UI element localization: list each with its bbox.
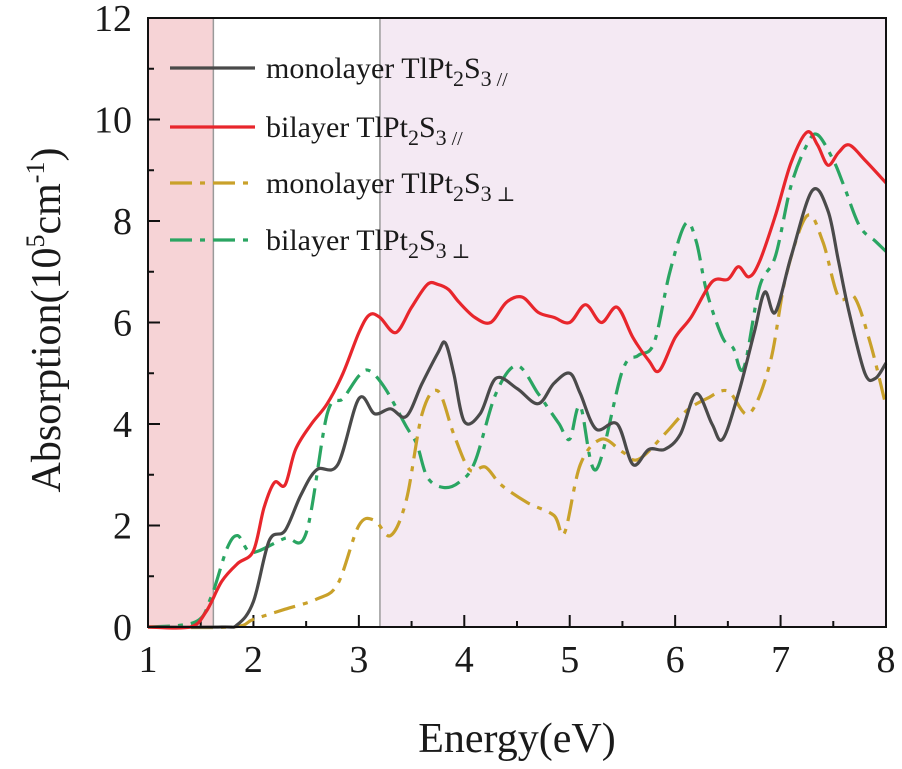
x-axis-title: Energy(eV) <box>418 716 615 762</box>
x-tick-label: 8 <box>877 639 896 681</box>
x-tick-label: 4 <box>455 639 474 681</box>
plot-frame <box>147 17 887 628</box>
legend-label-0: monolayer TlPt2S3 // <box>266 52 508 91</box>
plot-border <box>147 17 887 628</box>
y-tick-label: 12 <box>94 0 132 40</box>
axis-ticks <box>147 17 887 628</box>
y-tick-label: 2 <box>113 506 132 548</box>
x-tick-label: 5 <box>560 639 579 681</box>
series-line-3 <box>147 132 888 629</box>
legend: monolayer TlPt2S3 // bilayer TlPt2S3 // mo… <box>170 52 515 263</box>
y-axis-title: Absorption(105cm-1) <box>21 148 70 493</box>
x-tick-label: 3 <box>349 639 368 681</box>
y-tick-label: 8 <box>113 201 132 243</box>
y-tick-labels: 0 2 4 6 8 10 12 <box>94 0 132 649</box>
x-tick-label: 2 <box>244 639 263 681</box>
y-tick-label: 4 <box>113 404 132 446</box>
violet-shaded-region <box>379 18 886 627</box>
series-line-1 <box>147 130 888 630</box>
legend-label-1: bilayer TlPt2S3 // <box>266 111 463 150</box>
legend-label-3: bilayer TlPt2S3 ⊥ <box>266 224 470 263</box>
x-tick-label: 1 <box>139 639 158 681</box>
y-tick-label: 10 <box>94 100 132 142</box>
series-line-0 <box>147 187 888 629</box>
x-tick-label: 6 <box>666 639 685 681</box>
y-tick-label: 6 <box>113 303 132 345</box>
x-tick-labels: 1 2 3 4 5 6 7 8 <box>139 639 896 681</box>
legend-label-2: monolayer TlPt2S3 ⊥ <box>266 167 515 206</box>
y-tick-label: 0 <box>113 607 132 649</box>
series-lines <box>147 130 888 630</box>
shaded-regions <box>148 18 886 627</box>
x-tick-label: 7 <box>771 639 790 681</box>
